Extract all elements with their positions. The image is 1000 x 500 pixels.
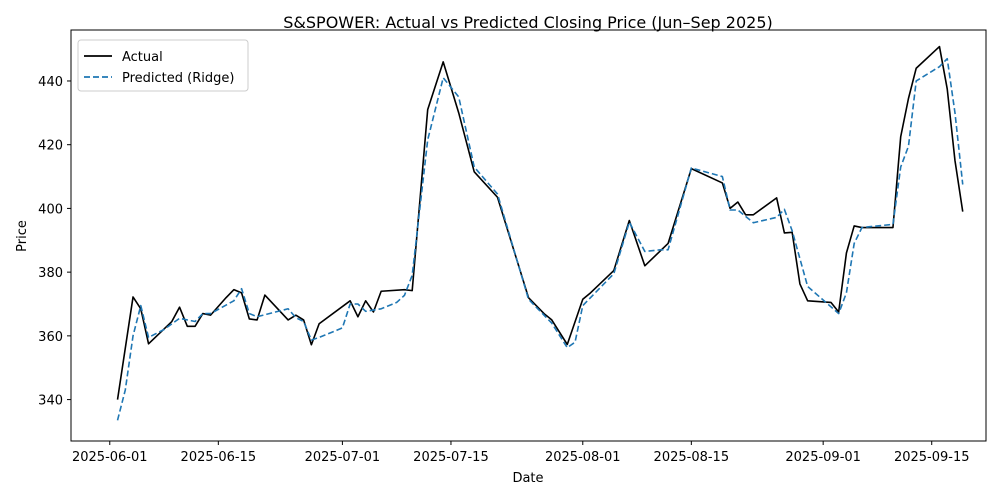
y-tick-label: 380 <box>38 266 63 281</box>
plot-area <box>116 45 964 421</box>
y-tick-label: 340 <box>38 394 63 409</box>
x-tick-label: 2025-08-01 <box>545 450 621 465</box>
y-axis-label: Price <box>15 220 30 252</box>
legend-label-actual: Actual <box>122 50 163 65</box>
x-tick-label: 2025-06-15 <box>181 450 257 465</box>
y-tick-label: 440 <box>38 75 63 90</box>
plot-frame <box>70 29 987 442</box>
legend-label-predicted: Predicted (Ridge) <box>122 71 234 86</box>
x-tick-label: 2025-08-15 <box>654 450 730 465</box>
y-tick-label: 400 <box>38 202 63 217</box>
x-axis-label: Date <box>512 471 543 486</box>
y-axis: 340 360 380 400 420 440 <box>38 75 71 409</box>
series-line-predicted <box>116 57 964 421</box>
x-tick-label: 2025-09-01 <box>785 450 861 465</box>
x-tick-label: 2025-07-15 <box>413 450 489 465</box>
series-line-actual <box>116 45 964 400</box>
x-axis: 2025-06-01 2025-06-15 2025-07-01 2025-07-15… <box>72 441 970 465</box>
legend-box <box>77 39 249 92</box>
x-tick-label: 2025-06-01 <box>72 450 148 465</box>
x-tick-label: 2025-07-01 <box>305 450 381 465</box>
legend: Actual Predicted (Ridge) <box>77 39 249 92</box>
y-tick-label: 360 <box>38 330 63 345</box>
y-tick-label: 420 <box>38 139 63 154</box>
chart-title: S&SPOWER: Actual vs Predicted Closing Pr… <box>283 13 773 32</box>
x-tick-label: 2025-09-15 <box>894 450 970 465</box>
